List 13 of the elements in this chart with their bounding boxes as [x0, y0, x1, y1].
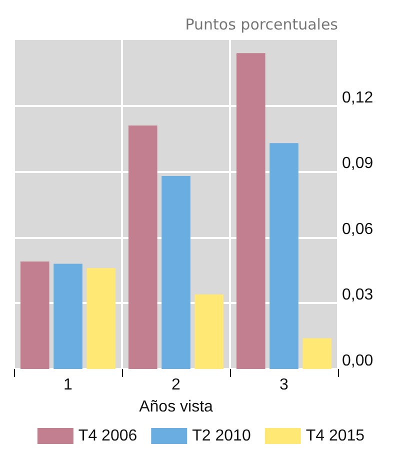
legend-label: T4 2015	[306, 428, 365, 444]
y-tick-label: 0,06	[342, 220, 374, 238]
x-tick-label: 1	[64, 376, 73, 394]
x-tick-label: 2	[172, 376, 181, 394]
y-tick-label: 0,03	[342, 286, 374, 304]
y-tick-label: 0,09	[342, 155, 374, 172]
x-tick-label: 3	[280, 376, 289, 394]
legend-label: T2 2010	[192, 428, 251, 444]
y-tick-label: 0,00	[342, 352, 374, 370]
legend-label: T4 2006	[78, 428, 138, 444]
x-axis-title: Años vista	[139, 398, 214, 416]
y-tick-label: 0,12	[342, 89, 374, 106]
y-axis-title: Puntos porcentuales	[185, 16, 338, 34]
